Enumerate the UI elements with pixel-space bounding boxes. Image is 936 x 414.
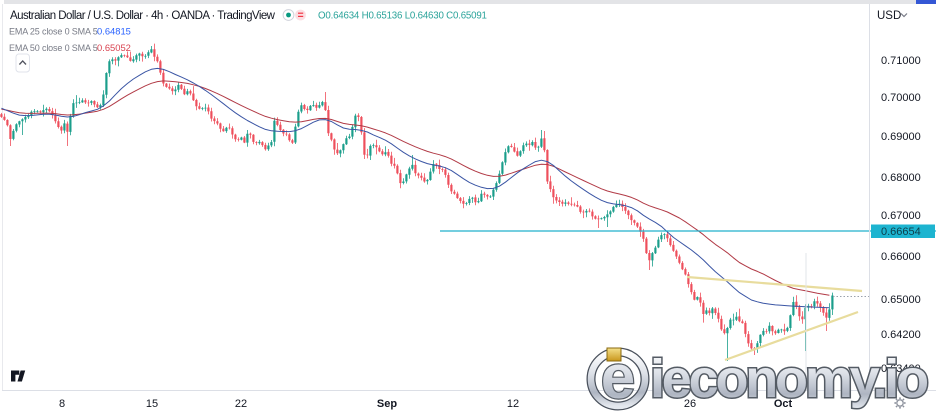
svg-text:EMA 50 close 0 SMA 5: EMA 50 close 0 SMA 5 xyxy=(9,43,98,53)
svg-text:0.63400: 0.63400 xyxy=(881,363,921,375)
svg-text:0.68000: 0.68000 xyxy=(881,172,921,184)
svg-text:26: 26 xyxy=(684,398,696,410)
svg-text:12: 12 xyxy=(507,398,519,410)
svg-text:0.66000: 0.66000 xyxy=(881,251,921,263)
svg-text:O0.64634 H0.65136 L0.64630 C0.: O0.64634 H0.65136 L0.64630 C0.65091 xyxy=(318,11,487,22)
svg-text:0.66654: 0.66654 xyxy=(881,226,921,238)
svg-text:0.70000: 0.70000 xyxy=(881,92,921,104)
svg-text:USD: USD xyxy=(877,10,901,22)
svg-text:0.71000: 0.71000 xyxy=(881,55,921,67)
svg-text:0.64200: 0.64200 xyxy=(881,329,921,341)
svg-text:15: 15 xyxy=(146,398,158,410)
svg-text:0.65052: 0.65052 xyxy=(97,42,131,53)
svg-text:0.69000: 0.69000 xyxy=(881,131,921,143)
svg-text:ieconomy.io: ieconomy.io xyxy=(650,349,927,409)
svg-text:0.67000: 0.67000 xyxy=(881,210,921,222)
svg-text:22: 22 xyxy=(235,398,247,410)
svg-text:0.64815: 0.64815 xyxy=(97,26,131,37)
svg-text:EMA 25 close 0 SMA 5: EMA 25 close 0 SMA 5 xyxy=(9,27,98,37)
svg-text:Australian Dollar / U.S. Dolla: Australian Dollar / U.S. Dollar · 4h · O… xyxy=(10,10,276,22)
svg-text:e: e xyxy=(601,343,635,412)
svg-text:Oct: Oct xyxy=(774,398,793,410)
svg-text:8: 8 xyxy=(59,398,65,410)
svg-text:Sep: Sep xyxy=(377,398,397,410)
svg-text:0.65000: 0.65000 xyxy=(881,294,921,306)
